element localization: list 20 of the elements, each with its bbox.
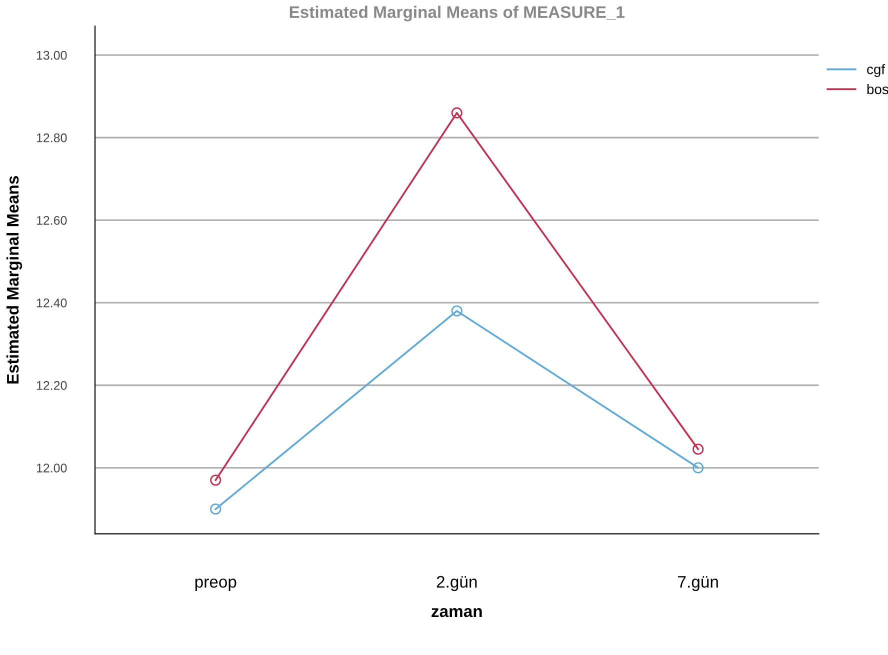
point	[451, 305, 462, 317]
chart-title: Estimated Marginal Means of MEASURE_1	[290, 6, 625, 22]
y-tick-label: 12.40	[36, 298, 67, 308]
legend-label: bos	[867, 84, 888, 94]
x-tick-label: 2.gün	[436, 576, 477, 592]
y-tick-label: 12.80	[36, 133, 67, 142]
y-axis-title: Estimated Marginal Means	[6, 176, 22, 384]
legend-label: cgf	[867, 64, 886, 78]
y-tick-label: 12.20	[36, 381, 67, 390]
y-tick-label: 12.00	[36, 464, 67, 472]
x-tick-label: preop	[195, 578, 236, 592]
x-axis-title: zaman	[432, 608, 482, 618]
y-tick-label: 12.60	[36, 216, 67, 225]
point	[692, 462, 704, 474]
y-tick-label: 13.00	[36, 50, 67, 60]
point	[692, 444, 704, 455]
x-tick-label: 7.gün	[678, 576, 718, 592]
point	[210, 504, 222, 515]
point	[451, 107, 462, 118]
point	[210, 474, 222, 486]
